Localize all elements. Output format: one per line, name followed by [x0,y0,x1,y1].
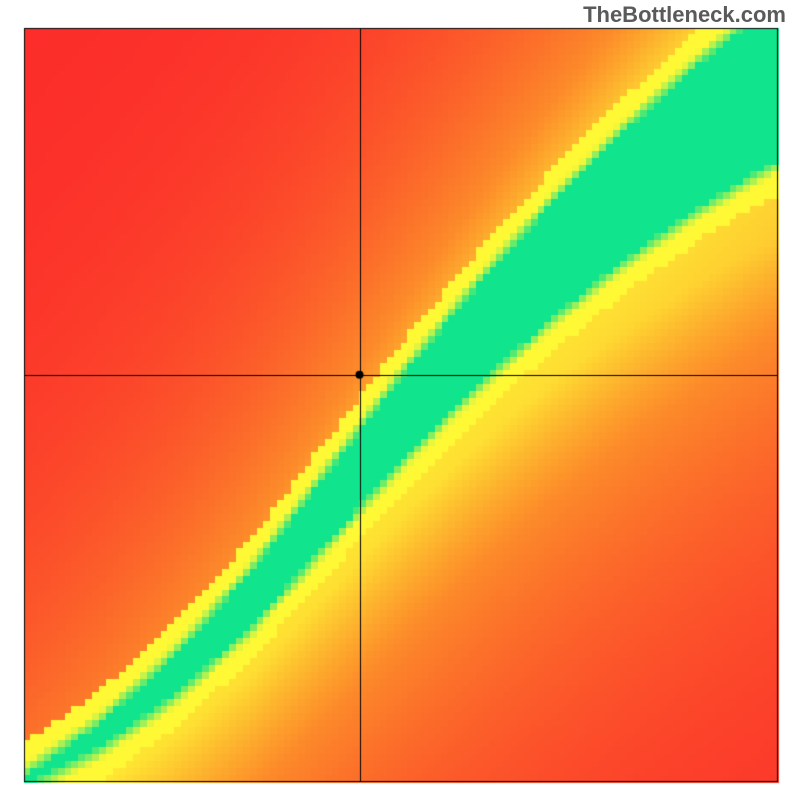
bottleneck-heatmap [0,0,800,800]
watermark-text: TheBottleneck.com [583,2,786,28]
